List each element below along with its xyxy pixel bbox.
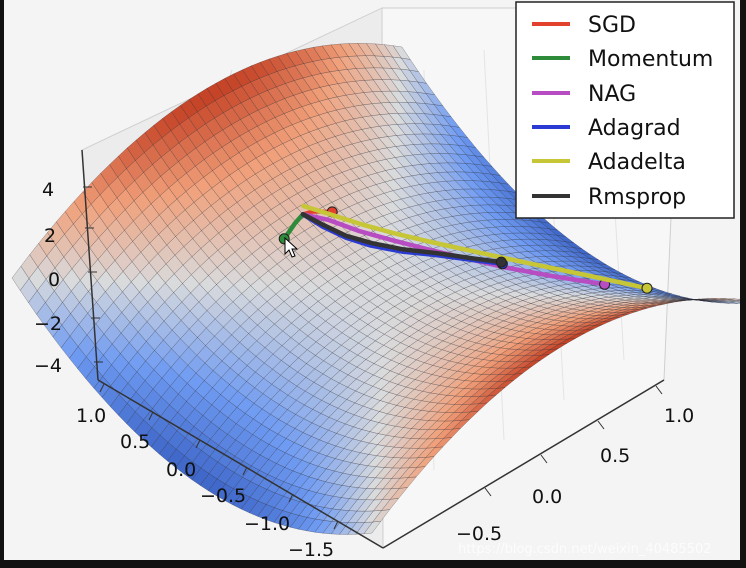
z-axis-line: [81, 149, 99, 381]
y-tick-label: −0.5: [200, 485, 246, 507]
x-axis-ticks: 1.0 0.5 0.0 −0.5: [456, 385, 694, 545]
surface-patch: [736, 301, 740, 303]
y-axis-ticks: 1.0 0.5 0.0 −0.5 −1.0 −1.5: [76, 383, 339, 560]
x-tick-label: 0.5: [600, 445, 630, 467]
surface-mesh: [11, 43, 740, 535]
trajectory-head-adadelta: [641, 282, 653, 294]
y-tick-label: −1.0: [244, 513, 290, 535]
legend-label-adadelta: Adadelta: [588, 150, 686, 175]
z-tick-label: −2: [34, 313, 62, 335]
optimizer-trajectories: [278, 203, 653, 294]
y-tick-label: −1.5: [288, 539, 334, 560]
surface-patch: [392, 45, 411, 60]
z-axis-ticks: 4 2 0 −2 −4: [34, 179, 103, 377]
legend-label-rmsprop: Rmsprop: [588, 185, 686, 210]
z-tick-label: 2: [44, 225, 56, 247]
z-tick-label: −4: [34, 355, 62, 377]
legend-label-nag: NAG: [588, 82, 636, 107]
trajectory-nag: [300, 212, 607, 287]
legend: SGD Momentum NAG Adagrad Adadelta Rmspro…: [515, 1, 735, 219]
x-tick-label: −0.5: [456, 523, 502, 545]
x-tick-label: 0.0: [532, 486, 562, 508]
legend-label-sgd: SGD: [588, 13, 636, 38]
watermark-text: https://blog.csdn.net/weixin_40485502: [458, 542, 712, 557]
z-tick-label: 4: [42, 179, 54, 201]
legend-label-momentum: Momentum: [588, 47, 713, 72]
plot-area: 4 2 0 −2 −4 1.0 0.5 0.0 −0.5 −1.0 −1.5: [4, 0, 740, 560]
y-axis-line: [97, 379, 384, 549]
z-tick-label: 0: [48, 269, 60, 291]
y-tick-label: 0.0: [166, 459, 196, 481]
legend-label-adagrad: Adagrad: [588, 116, 681, 141]
trajectory-rmsprop: [300, 212, 504, 265]
y-tick-label: 1.0: [76, 405, 106, 427]
saddle-surface-chart: 4 2 0 −2 −4 1.0 0.5 0.0 −0.5 −1.0 −1.5: [11, 1, 740, 560]
trajectory-head-rmsprop: [495, 256, 507, 268]
mouse-cursor-icon: [284, 236, 299, 258]
surface-patch: [736, 299, 740, 302]
y-tick-label: 0.5: [120, 431, 150, 453]
legend-box: [515, 1, 735, 219]
trajectory-adadelta: [301, 203, 650, 291]
x-tick-label: 1.0: [664, 405, 694, 427]
trajectory-momentum: [281, 212, 306, 242]
x-axis-line: [382, 379, 665, 549]
